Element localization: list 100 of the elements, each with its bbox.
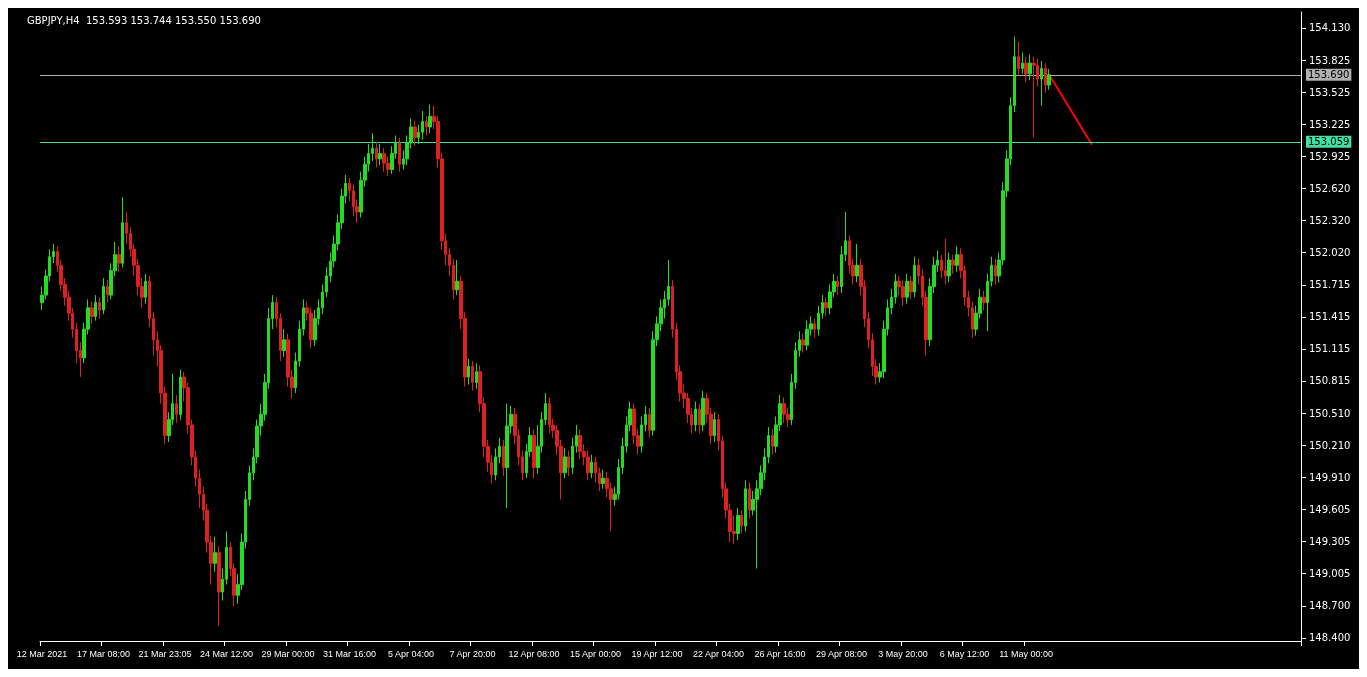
y-tick-label: 148.400 (1309, 632, 1351, 644)
x-tick-label: 17 Mar 08:00 (76, 648, 130, 659)
x-tick-label: 29 Mar 00:00 (261, 648, 315, 659)
candlestick (532, 428, 536, 479)
x-tick-label: 3 May 20:00 (878, 648, 928, 659)
candlestick (955, 245, 959, 273)
candlestick (909, 275, 913, 300)
candlestick (428, 104, 432, 134)
candlestick (901, 279, 905, 307)
candlestick (475, 362, 478, 390)
candlestick (98, 296, 101, 320)
x-tick-label: 21 Mar 23:05 (138, 648, 192, 659)
candlestick (648, 407, 651, 439)
candlestick (563, 447, 567, 479)
candlestick (398, 137, 401, 173)
x-tick-label: 26 Apr 16:00 (754, 648, 806, 659)
candlestick (213, 536, 217, 573)
candlestick (382, 147, 386, 173)
y-tick-label: 153.525 (1309, 86, 1351, 98)
candlestick (1044, 62, 1047, 94)
x-tick-label: 6 May 12:00 (939, 648, 990, 659)
y-tick-label: 150.815 (1309, 375, 1351, 387)
y-tick-label: 150.510 (1309, 407, 1351, 419)
y-tick-label: 152.020 (1309, 247, 1351, 259)
candlestick (740, 509, 743, 535)
candlestick (1024, 56, 1028, 83)
ref-line-label: 153.059 (1308, 136, 1350, 148)
y-tick-label: 151.715 (1309, 279, 1351, 291)
candlestick (179, 369, 182, 421)
candlestick (175, 394, 178, 424)
candlestick (824, 296, 828, 317)
y-tick-label: 152.925 (1309, 150, 1351, 162)
y-tick-label: 153.825 (1309, 54, 1351, 66)
candlestick (913, 256, 916, 298)
candlestick (694, 401, 697, 432)
x-tick-label: 22 Apr 04:00 (693, 648, 745, 659)
candlestick (1032, 56, 1036, 139)
candlestick (455, 259, 459, 296)
candlestick (855, 243, 859, 283)
y-tick-label: 152.620 (1309, 183, 1351, 195)
candlestick (548, 396, 551, 434)
y-tick-label: 151.115 (1309, 343, 1351, 355)
candlestick (801, 332, 805, 354)
candlestick (378, 143, 382, 166)
candlestick (713, 411, 716, 443)
y-tick-label: 151.415 (1309, 311, 1351, 323)
candlestick (947, 252, 951, 283)
candlestick (1047, 68, 1051, 91)
candlestick (425, 115, 428, 136)
x-tick-label: 15 Apr 00:00 (570, 648, 622, 659)
x-tick-label: 29 Apr 08:00 (816, 648, 868, 659)
candlestick (744, 479, 747, 532)
y-tick-label: 153.225 (1309, 118, 1351, 130)
candlestick (102, 277, 105, 315)
candlestick (994, 258, 997, 285)
x-tick-label: 12 Apr 08:00 (508, 648, 560, 659)
ref-line-label: 153.690 (1308, 69, 1350, 81)
candlestick (951, 254, 955, 275)
candlestick (121, 196, 124, 268)
candlestick (698, 403, 701, 434)
candlestick (601, 469, 605, 490)
candlestick (805, 320, 809, 351)
candlestick (217, 545, 221, 627)
candlestick (782, 396, 786, 424)
candlestick (467, 358, 470, 385)
candlestick (567, 449, 570, 477)
y-tick-label: 149.910 (1309, 471, 1351, 483)
candlestick (905, 273, 909, 305)
x-tick-label: 24 Mar 12:00 (199, 648, 253, 659)
candlestick (282, 328, 286, 358)
y-tick-label: 150.210 (1309, 439, 1351, 451)
candlestick (375, 141, 378, 168)
candlestick (836, 275, 839, 296)
candlestick (944, 238, 947, 285)
candlestick (813, 318, 816, 339)
candlestick (748, 481, 751, 520)
candlestick (590, 454, 593, 479)
x-tick-label: 31 Mar 16:00 (322, 648, 377, 659)
x-tick-label: 19 Apr 12:00 (631, 648, 683, 659)
candlestick (90, 300, 94, 325)
y-tick-label: 152.320 (1309, 215, 1351, 227)
candlestick (771, 428, 774, 456)
candlestick (736, 507, 740, 541)
chart-title: GBPJPY,H4 153.593 153.744 153.550 153.690 (27, 14, 261, 26)
candlestick (1028, 54, 1032, 81)
candlestick (1040, 60, 1043, 107)
y-tick-label: 149.005 (1309, 567, 1351, 579)
y-tick-label: 148.700 (1309, 600, 1351, 612)
candlestick (505, 403, 509, 509)
candlestick (471, 360, 474, 392)
candlestick (1017, 41, 1020, 77)
candlestick (94, 294, 97, 322)
y-tick-label: 149.305 (1309, 535, 1351, 547)
candlestick (144, 273, 147, 305)
x-tick-label: 5 Apr 04:00 (387, 648, 435, 659)
y-tick-label: 149.605 (1309, 504, 1351, 516)
candlestick (701, 390, 705, 432)
candlestick (421, 110, 424, 141)
candlestick (1021, 51, 1024, 75)
x-tick-label: 7 Apr 20:00 (449, 648, 496, 659)
